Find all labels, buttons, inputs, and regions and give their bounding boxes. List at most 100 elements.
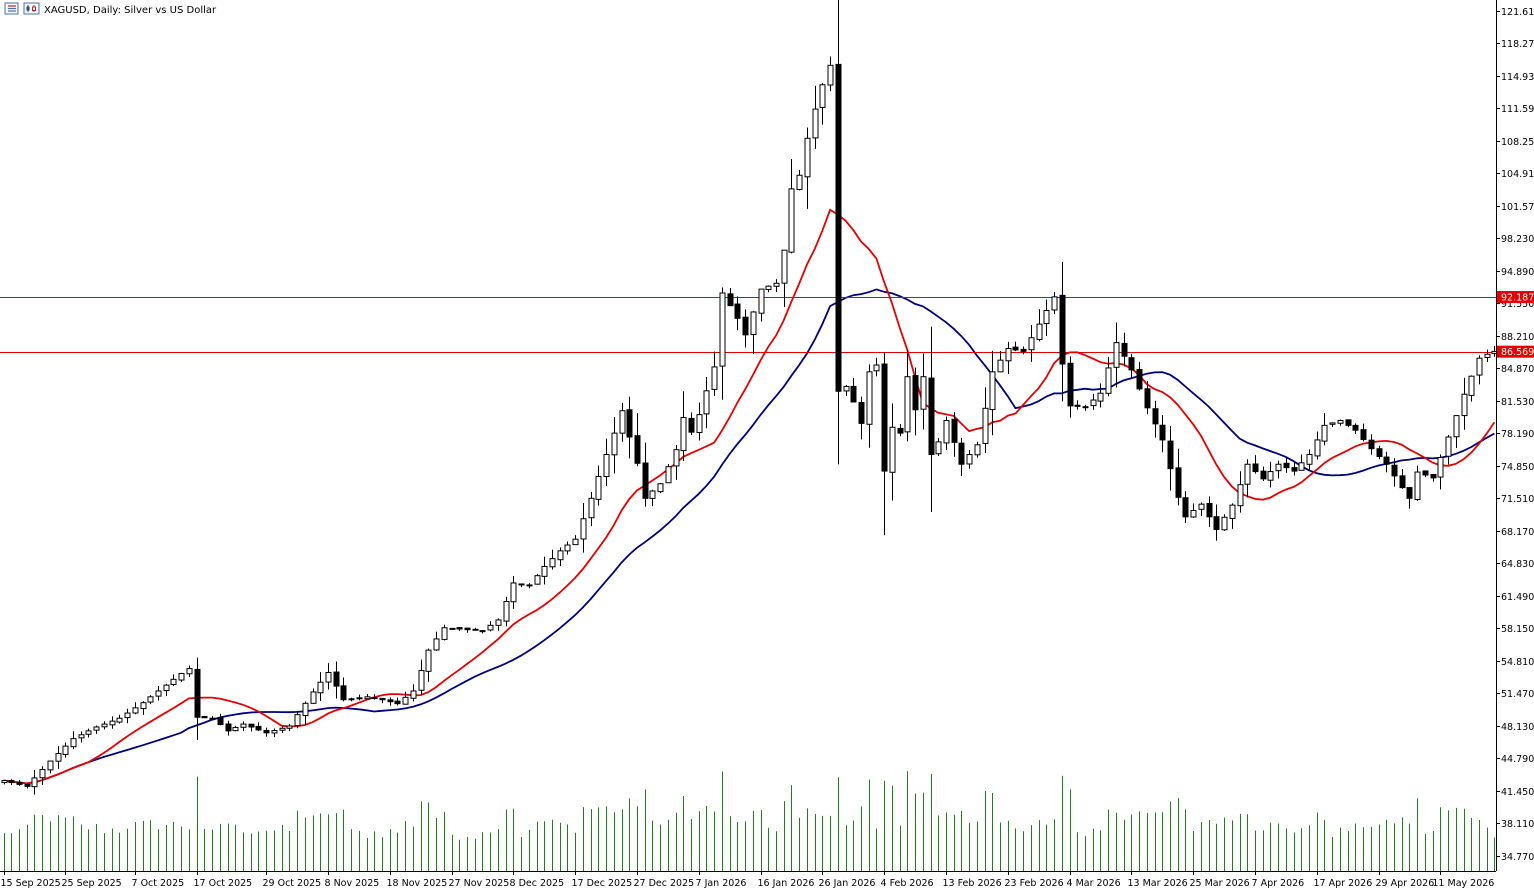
candlestick[interactable]: [1144, 380, 1151, 415]
candlestick[interactable]: [557, 547, 564, 567]
candlestick[interactable]: [24, 782, 31, 789]
candlestick[interactable]: [603, 438, 610, 486]
candlestick[interactable]: [1260, 466, 1267, 481]
candlestick[interactable]: [240, 721, 247, 732]
candlestick[interactable]: [642, 442, 649, 507]
candlestick[interactable]: [858, 396, 865, 440]
candlestick[interactable]: [796, 169, 803, 191]
candlestick[interactable]: [526, 583, 533, 589]
candlestick[interactable]: [1121, 332, 1128, 367]
candlestick[interactable]: [873, 357, 880, 377]
candlestick[interactable]: [1244, 459, 1251, 498]
candlestick[interactable]: [225, 720, 232, 736]
candlestick[interactable]: [966, 450, 973, 469]
candlestick[interactable]: [333, 661, 340, 699]
candlestick[interactable]: [55, 746, 62, 769]
candlestick[interactable]: [696, 402, 703, 441]
candlestick[interactable]: [1005, 341, 1012, 375]
candlestick[interactable]: [1461, 377, 1468, 430]
candlestick[interactable]: [201, 715, 208, 719]
candlestick[interactable]: [1345, 419, 1352, 428]
candlestick[interactable]: [487, 621, 494, 632]
candlestick[interactable]: [356, 694, 363, 701]
candlestick[interactable]: [904, 350, 911, 442]
candlestick[interactable]: [1352, 423, 1359, 435]
candlestick[interactable]: [271, 728, 278, 738]
candlestick[interactable]: [178, 672, 185, 682]
candlestick[interactable]: [734, 296, 741, 331]
candlestick[interactable]: [116, 714, 123, 724]
candlestick[interactable]: [804, 127, 811, 209]
candlestick[interactable]: [812, 85, 819, 149]
candlestick[interactable]: [1445, 435, 1452, 465]
candlestick[interactable]: [588, 491, 595, 527]
candlestick[interactable]: [673, 445, 680, 480]
candlestick[interactable]: [503, 596, 510, 627]
candlestick[interactable]: [765, 285, 772, 293]
candlestick[interactable]: [1036, 309, 1043, 342]
candlestick[interactable]: [124, 708, 131, 724]
candlestick[interactable]: [163, 683, 170, 697]
candlestick[interactable]: [727, 287, 734, 307]
candlestick[interactable]: [418, 659, 425, 695]
candlestick[interactable]: [657, 483, 664, 494]
candlestick[interactable]: [626, 396, 633, 459]
candlestick[interactable]: [364, 694, 371, 700]
candlestick[interactable]: [186, 665, 193, 678]
candlestick[interactable]: [302, 701, 309, 726]
candlestick[interactable]: [340, 677, 347, 702]
candlestick[interactable]: [611, 417, 618, 474]
candlestick[interactable]: [1291, 461, 1298, 476]
candlestick[interactable]: [348, 697, 355, 702]
chart-type-icon[interactable]: [23, 2, 40, 15]
candlestick[interactable]: [580, 502, 587, 553]
candlestick[interactable]: [325, 663, 332, 690]
candlestick[interactable]: [31, 770, 38, 795]
candlestick[interactable]: [93, 725, 100, 734]
candlestick[interactable]: [1097, 383, 1104, 408]
candlestick[interactable]: [39, 766, 46, 785]
candlestick[interactable]: [510, 575, 517, 609]
candlestick[interactable]: [449, 627, 456, 630]
candlestick[interactable]: [1113, 322, 1120, 388]
candlestick[interactable]: [217, 713, 224, 726]
candlestick[interactable]: [1391, 458, 1398, 487]
candlestick[interactable]: [920, 353, 927, 430]
candlestick[interactable]: [943, 416, 950, 450]
candlestick[interactable]: [1051, 291, 1058, 315]
candlestick[interactable]: [140, 701, 147, 715]
candlestick[interactable]: [70, 731, 77, 750]
candlestick[interactable]: [279, 726, 286, 733]
candlestick[interactable]: [147, 695, 154, 705]
candlestick[interactable]: [1484, 349, 1491, 362]
candlestick[interactable]: [47, 760, 54, 774]
candlestick[interactable]: [155, 686, 162, 701]
candlestick[interactable]: [1074, 400, 1081, 410]
candlestick[interactable]: [758, 288, 765, 322]
candlestick[interactable]: [1376, 445, 1383, 460]
candlestick[interactable]: [534, 573, 541, 585]
candlestick[interactable]: [827, 56, 834, 92]
candlestick[interactable]: [634, 413, 641, 467]
candlestick[interactable]: [1283, 457, 1290, 473]
candlestick[interactable]: [16, 780, 23, 786]
candlestick[interactable]: [680, 391, 687, 461]
candlestick[interactable]: [170, 674, 177, 686]
candlestick[interactable]: [1298, 454, 1305, 471]
candlestick[interactable]: [8, 779, 15, 785]
candlestick[interactable]: [263, 727, 270, 737]
candlestick[interactable]: [619, 402, 626, 442]
candlestick[interactable]: [881, 352, 888, 536]
candlestick[interactable]: [541, 556, 548, 585]
candlestick[interactable]: [711, 351, 718, 396]
candlestick[interactable]: [1306, 449, 1313, 470]
candlestick[interactable]: [1020, 346, 1027, 355]
candlestick[interactable]: [1221, 514, 1228, 531]
candlestick[interactable]: [78, 731, 85, 743]
candlestick[interactable]: [101, 721, 108, 730]
candlestick[interactable]: [1, 780, 8, 785]
candlestick[interactable]: [425, 648, 432, 682]
candlestick[interactable]: [394, 697, 401, 706]
candlestick[interactable]: [1175, 448, 1182, 506]
candlestick[interactable]: [255, 722, 262, 732]
